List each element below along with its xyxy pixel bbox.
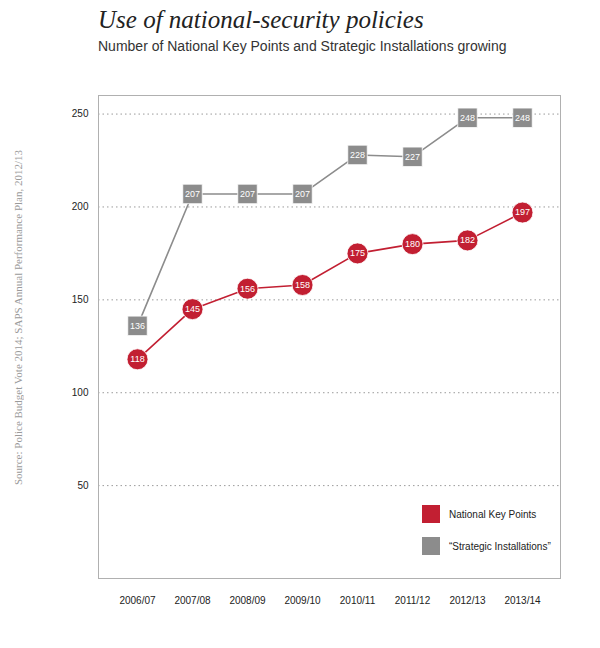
svg-text:2012/13: 2012/13 [449, 595, 486, 606]
svg-text:145: 145 [185, 304, 200, 314]
svg-text:182: 182 [460, 235, 475, 245]
svg-text:207: 207 [295, 189, 310, 199]
svg-text:175: 175 [350, 248, 365, 258]
html-text:National Key Points: National Key Points [449, 508, 537, 520]
svg-text:100: 100 [72, 387, 89, 398]
svg-text:150: 150 [72, 294, 89, 305]
svg-text:2010/11: 2010/11 [340, 595, 376, 606]
svg-text:248: 248 [515, 113, 530, 123]
svg-text:136: 136 [130, 321, 145, 331]
svg-text:207: 207 [185, 189, 200, 199]
svg-text:228: 228 [350, 150, 365, 160]
svg-text:118: 118 [130, 354, 144, 364]
html-text:Source: Police Budget Vote 201: Source: Police Budget Vote 2014; SAPS An… [12, 150, 24, 486]
svg-text:250: 250 [72, 108, 89, 119]
svg-text:180: 180 [405, 239, 420, 249]
svg-text:197: 197 [515, 207, 530, 217]
svg-text:2008/09: 2008/09 [229, 595, 266, 606]
svg-text:156: 156 [240, 284, 255, 294]
html-text:Number of National Key Points: Number of National Key Points and Strate… [98, 38, 507, 54]
svg-text:2013/14: 2013/14 [504, 595, 541, 606]
svg-text:207: 207 [240, 189, 255, 199]
svg-text:50: 50 [77, 480, 89, 491]
html-text:Use of national-security polic: Use of national-security policies [98, 6, 424, 33]
svg-text:2006/07: 2006/07 [119, 595, 156, 606]
svg-text:200: 200 [72, 201, 89, 212]
svg-text:158: 158 [295, 280, 310, 290]
svg-text:248: 248 [460, 113, 475, 123]
svg-text:2011/12: 2011/12 [395, 595, 431, 606]
svg-text:2007/08: 2007/08 [174, 595, 211, 606]
html-text:“Strategic Installations”: “Strategic Installations” [449, 540, 551, 552]
svg-text:227: 227 [405, 152, 420, 162]
svg-text:2009/10: 2009/10 [284, 595, 321, 606]
